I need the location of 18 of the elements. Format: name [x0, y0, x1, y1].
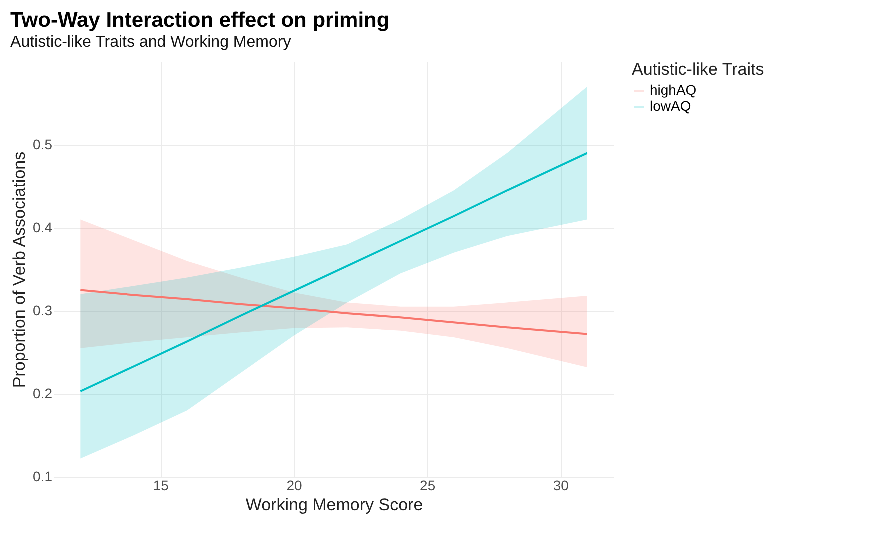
- x-tick-label: 25: [420, 478, 436, 494]
- line-series: [80, 289, 588, 336]
- legend-title: Autistic-like Traits: [632, 60, 764, 79]
- line-series: [80, 152, 588, 393]
- y-tick-label: 0.1: [33, 468, 53, 484]
- x-tick-label: 20: [286, 478, 302, 494]
- legend-label: highAQ: [650, 82, 697, 98]
- y-axis-title: Proportion of Verb Associations: [10, 152, 30, 388]
- y-tick-label: 0.2: [33, 386, 53, 402]
- y-tick-label: 0.3: [33, 302, 53, 318]
- x-tick-label: 15: [153, 478, 170, 494]
- x-axis-title: Working Memory Score: [246, 496, 424, 514]
- legend-label: lowAQ: [650, 98, 692, 114]
- x-tick-label: 30: [553, 478, 570, 494]
- y-tick-label: 0.5: [33, 136, 53, 152]
- chart-title: Two-Way Interaction effect on priming: [10, 9, 390, 32]
- chart-subtitle: Autistic-like Traits and Working Memory: [10, 34, 292, 51]
- y-tick-label: 0.4: [33, 220, 53, 236]
